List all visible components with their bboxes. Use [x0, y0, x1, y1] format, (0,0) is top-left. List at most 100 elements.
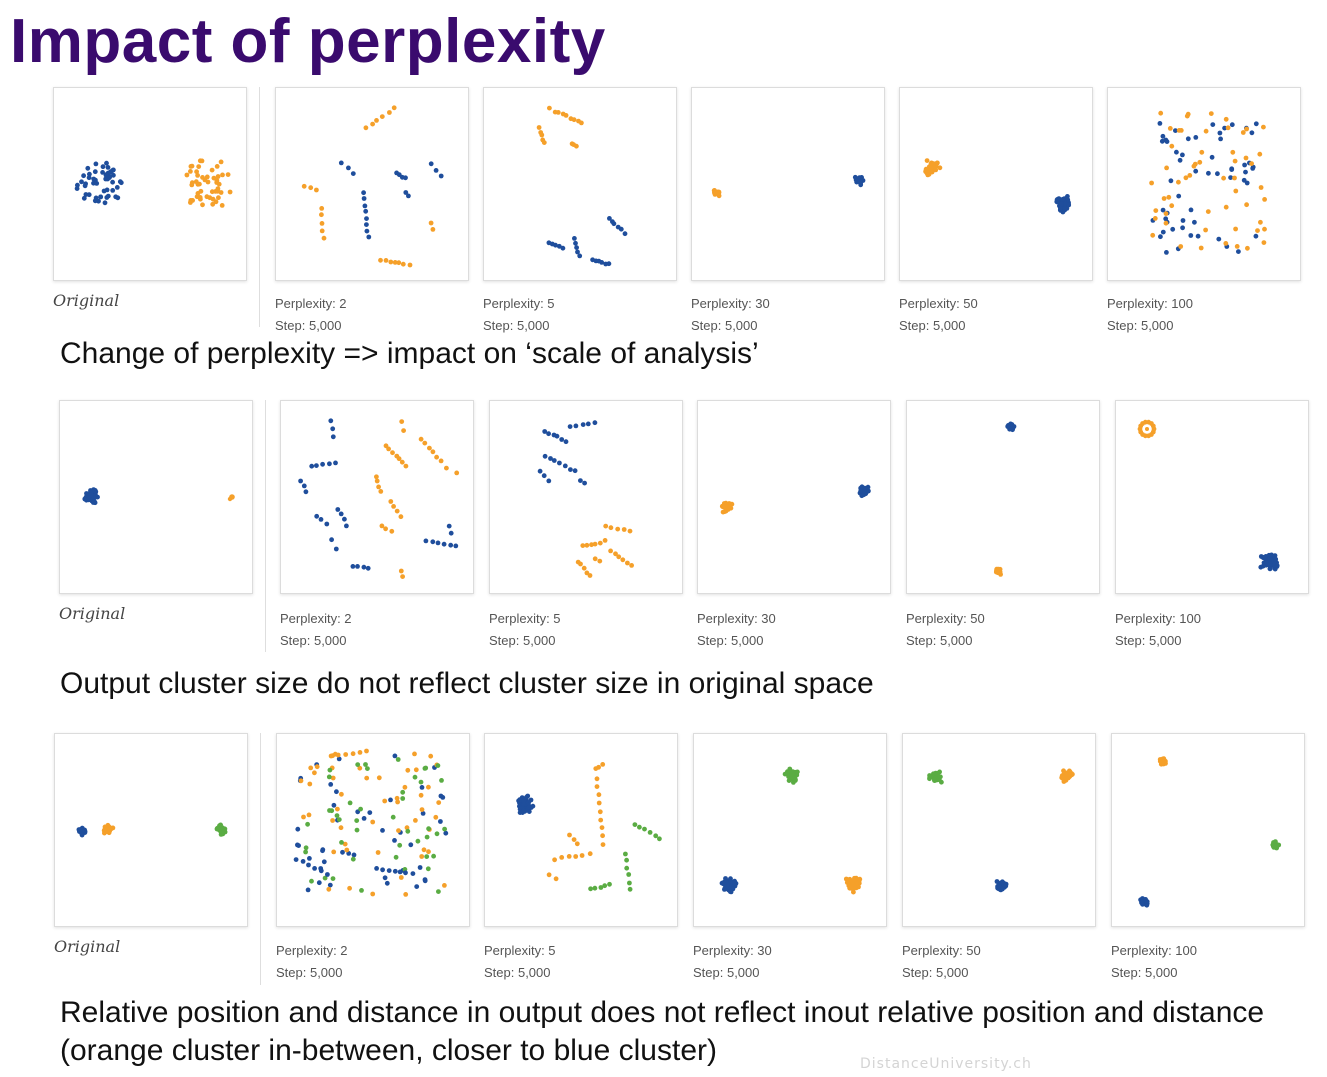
scatter-point — [994, 569, 1000, 575]
scatter-point — [1221, 175, 1226, 181]
scatter-point — [441, 541, 447, 547]
scatter-point — [81, 195, 87, 201]
scatter-point — [850, 882, 856, 887]
scatter-point — [334, 813, 340, 818]
scatter-point — [324, 521, 330, 527]
scatter-point — [438, 173, 444, 179]
scatter-point — [74, 186, 80, 191]
scatter-plot — [293, 748, 449, 897]
scatter-point — [444, 465, 449, 471]
scatter-point — [546, 431, 551, 437]
scatter-point — [930, 161, 936, 167]
scatter-point — [364, 222, 369, 228]
scatter-point — [189, 163, 195, 169]
scatter-point — [400, 796, 406, 801]
scatter-point — [1249, 161, 1254, 166]
scatter-point — [571, 117, 577, 123]
scatter-point — [321, 859, 327, 865]
scatter-point — [517, 810, 523, 815]
scatter-point — [91, 176, 97, 182]
original-label: Original — [54, 937, 121, 956]
scatter-point — [383, 526, 388, 532]
scatter-point — [849, 886, 854, 891]
scatter-point — [1258, 219, 1263, 225]
scatter-point — [567, 832, 572, 838]
scatter-point — [1198, 245, 1204, 251]
scatter-point — [333, 460, 338, 466]
scatter-point — [218, 159, 224, 165]
scatter-point — [1262, 555, 1268, 560]
scatter-point — [574, 143, 579, 149]
step-label: Step: 5,000 — [1111, 965, 1178, 980]
scatter-point — [104, 172, 109, 178]
scatter-point — [314, 764, 320, 770]
scatter-point — [413, 767, 419, 773]
scatter-point — [376, 775, 382, 781]
scatter-point — [1150, 232, 1156, 238]
scatter-point — [435, 763, 441, 768]
scatter-point — [86, 497, 91, 503]
scatter-point — [1152, 216, 1158, 221]
scatter-point — [300, 859, 306, 864]
scatter-point — [1203, 128, 1209, 134]
scatter-point — [388, 797, 393, 803]
scatter-point — [597, 540, 603, 546]
step-label: Step: 5,000 — [484, 965, 551, 980]
scatter-point — [104, 195, 110, 200]
scatter-point — [1058, 205, 1063, 211]
scatter-point — [856, 884, 861, 890]
scatter-point — [1205, 209, 1211, 214]
scatter-point — [622, 231, 628, 237]
scatter-point — [732, 880, 737, 886]
scatter-point — [1274, 563, 1280, 568]
scatter-point — [541, 140, 547, 145]
scatter-point — [301, 183, 307, 189]
scatter-point — [606, 261, 612, 267]
scatter-point — [195, 173, 201, 178]
scatter-point — [295, 826, 301, 832]
scatter-plot — [76, 822, 228, 838]
scatter-point — [1191, 163, 1197, 169]
scatter-point — [314, 187, 319, 193]
divider — [260, 733, 261, 985]
scatter-point — [999, 880, 1005, 886]
scatter-point — [1209, 154, 1215, 160]
scatter-point — [398, 875, 404, 880]
scatter-point — [782, 771, 788, 777]
scatter-point — [858, 180, 863, 186]
scatter-point — [357, 765, 363, 771]
scatter-point — [1223, 241, 1229, 246]
scatter-point — [596, 764, 601, 770]
scatter-point — [858, 488, 864, 493]
scatter-point — [400, 574, 405, 579]
scatter-point — [361, 564, 367, 570]
scatter-point — [390, 450, 395, 456]
scatter-point — [334, 789, 339, 795]
scatter-point — [1266, 562, 1271, 568]
scatter-point — [621, 527, 627, 532]
scatter-plot — [74, 158, 233, 208]
scatter-point — [388, 259, 394, 265]
scatter-point — [402, 784, 408, 790]
scatter-point — [1223, 204, 1229, 210]
scatter-point — [199, 158, 205, 164]
scatter-point — [1240, 130, 1246, 135]
scatter-point — [1066, 772, 1072, 777]
scatter-point — [1216, 236, 1222, 242]
scatter-point — [209, 167, 215, 173]
scatter-point — [1236, 249, 1241, 255]
scatter-point — [397, 869, 403, 875]
scatter-point — [425, 866, 431, 872]
scatter-point — [424, 854, 430, 859]
scatter-point — [1180, 218, 1186, 223]
scatter-frame — [1111, 733, 1305, 927]
scatter-point — [319, 228, 325, 234]
scatter-point — [580, 422, 586, 427]
scatter-point — [1232, 175, 1237, 181]
scatter-point — [653, 833, 659, 839]
scatter-point — [404, 825, 410, 831]
scatter-point — [308, 185, 314, 191]
scatter-point — [312, 770, 317, 776]
scatter-point — [397, 842, 403, 848]
step-label: Step: 5,000 — [899, 318, 966, 333]
